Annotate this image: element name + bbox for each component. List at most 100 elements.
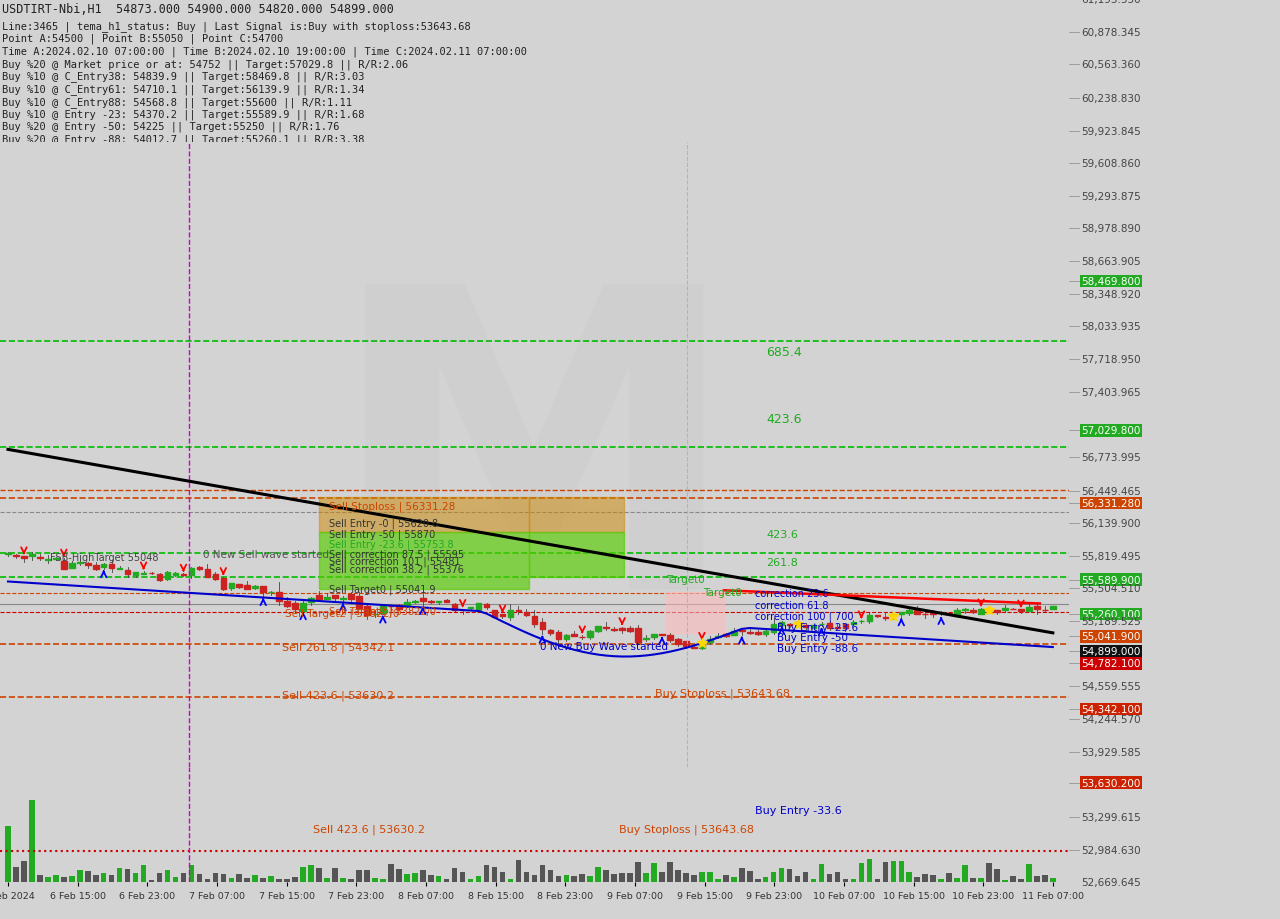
Bar: [412, 601, 417, 602]
Bar: [556, 632, 561, 640]
Bar: [229, 879, 234, 882]
Bar: [827, 624, 832, 629]
Text: Sell Target2 | 53822/0: Sell Target2 | 53822/0: [285, 607, 399, 618]
Bar: [1027, 607, 1032, 611]
Bar: [938, 879, 943, 882]
Bar: [396, 605, 402, 609]
Bar: [531, 875, 538, 882]
Bar: [699, 872, 705, 882]
Bar: [188, 866, 195, 882]
Text: Buy %10 @ Entry -23: 54370.2 || Target:55589.9 || R/R:1.68: Buy %10 @ Entry -23: 54370.2 || Target:5…: [3, 109, 365, 119]
Bar: [284, 601, 291, 607]
Text: 60,563.360: 60,563.360: [1082, 61, 1140, 70]
Text: 56,139.900: 56,139.900: [1082, 518, 1140, 528]
Bar: [739, 868, 745, 882]
Bar: [133, 573, 138, 575]
Bar: [691, 876, 696, 882]
Bar: [731, 631, 736, 635]
Text: 52,984.630: 52,984.630: [1082, 845, 1140, 855]
Text: 60,238.830: 60,238.830: [1082, 94, 1140, 104]
Bar: [842, 879, 849, 882]
Bar: [452, 604, 457, 610]
Bar: [1002, 608, 1007, 610]
Bar: [548, 869, 553, 882]
Bar: [787, 869, 792, 882]
Bar: [476, 604, 481, 611]
Bar: [308, 866, 314, 882]
Bar: [571, 876, 577, 882]
Bar: [77, 562, 82, 563]
Bar: [420, 598, 425, 602]
Bar: [316, 596, 321, 599]
Bar: [197, 567, 202, 570]
Text: 261.8: 261.8: [765, 557, 797, 567]
Bar: [173, 573, 178, 575]
Text: Time A:2024.02.10 07:00:00 | Time B:2024.02.10 19:00:00 | Time C:2024.02.11 07:0: Time A:2024.02.10 07:00:00 | Time B:2024…: [3, 47, 527, 57]
Bar: [563, 875, 570, 882]
Bar: [675, 640, 681, 644]
Bar: [229, 584, 234, 588]
Text: Sell correction 87.5 | 55595: Sell correction 87.5 | 55595: [329, 549, 465, 560]
Bar: [37, 557, 42, 559]
Bar: [529, 533, 623, 577]
Bar: [603, 628, 609, 629]
Text: Sell 423.6 | 53630.2: Sell 423.6 | 53630.2: [314, 823, 425, 834]
Bar: [914, 878, 920, 882]
Bar: [340, 879, 346, 882]
Bar: [319, 497, 529, 533]
Bar: [652, 863, 657, 882]
Bar: [148, 879, 155, 882]
Text: 56,331.280: 56,331.280: [1082, 498, 1140, 508]
Bar: [620, 873, 625, 882]
Bar: [292, 877, 298, 882]
Bar: [45, 877, 51, 882]
Bar: [987, 863, 992, 882]
Bar: [516, 610, 521, 611]
Bar: [563, 635, 570, 640]
Text: Sell Entry -50 | 55870: Sell Entry -50 | 55870: [329, 529, 435, 539]
Bar: [412, 873, 417, 882]
Bar: [396, 868, 402, 882]
Bar: [595, 627, 602, 631]
Bar: [301, 867, 306, 882]
Bar: [173, 877, 178, 882]
Bar: [906, 610, 913, 614]
Bar: [1018, 879, 1024, 882]
Bar: [484, 865, 489, 882]
Bar: [763, 631, 768, 634]
Text: M: M: [328, 272, 741, 675]
Bar: [970, 878, 975, 882]
Bar: [156, 573, 163, 580]
Bar: [308, 598, 314, 603]
Text: Buy %20 @ Market price or at: 54752 || Target:57029.8 || R/R:2.06: Buy %20 @ Market price or at: 54752 || T…: [3, 59, 408, 70]
Bar: [61, 877, 67, 882]
Text: 0 New Sell wave started: 0 New Sell wave started: [202, 549, 329, 559]
Bar: [364, 870, 370, 882]
Text: Sell Entry -0 | 55620.8: Sell Entry -0 | 55620.8: [329, 518, 438, 528]
Bar: [1050, 607, 1056, 609]
Bar: [5, 826, 10, 882]
Bar: [324, 596, 330, 599]
Bar: [84, 563, 91, 565]
Bar: [212, 873, 218, 882]
Text: 55,819.495: 55,819.495: [1082, 551, 1142, 562]
Bar: [237, 584, 242, 587]
Bar: [795, 622, 800, 625]
Text: 58,033.935: 58,033.935: [1082, 322, 1140, 332]
Text: Target100: 55250 || Target 161: 55589.9 || Target 261: 56139.9 || Target 423: 57: Target100: 55250 || Target 161: 55589.9 …: [3, 147, 870, 158]
Bar: [476, 876, 481, 882]
Bar: [340, 598, 346, 599]
Bar: [620, 629, 625, 630]
Bar: [77, 870, 82, 882]
Bar: [436, 601, 442, 603]
Bar: [524, 872, 529, 882]
Bar: [220, 874, 227, 882]
Bar: [524, 612, 529, 616]
Text: Buy %10 @ C_Entry88: 54568.8 || Target:55600 || R/R:1.11: Buy %10 @ C_Entry88: 54568.8 || Target:5…: [3, 96, 352, 108]
Bar: [301, 603, 306, 611]
Bar: [827, 874, 832, 882]
Bar: [467, 879, 474, 882]
Bar: [452, 868, 457, 882]
Text: 61,193.330: 61,193.330: [1082, 0, 1140, 5]
Text: 54,342.100: 54,342.100: [1082, 704, 1140, 714]
